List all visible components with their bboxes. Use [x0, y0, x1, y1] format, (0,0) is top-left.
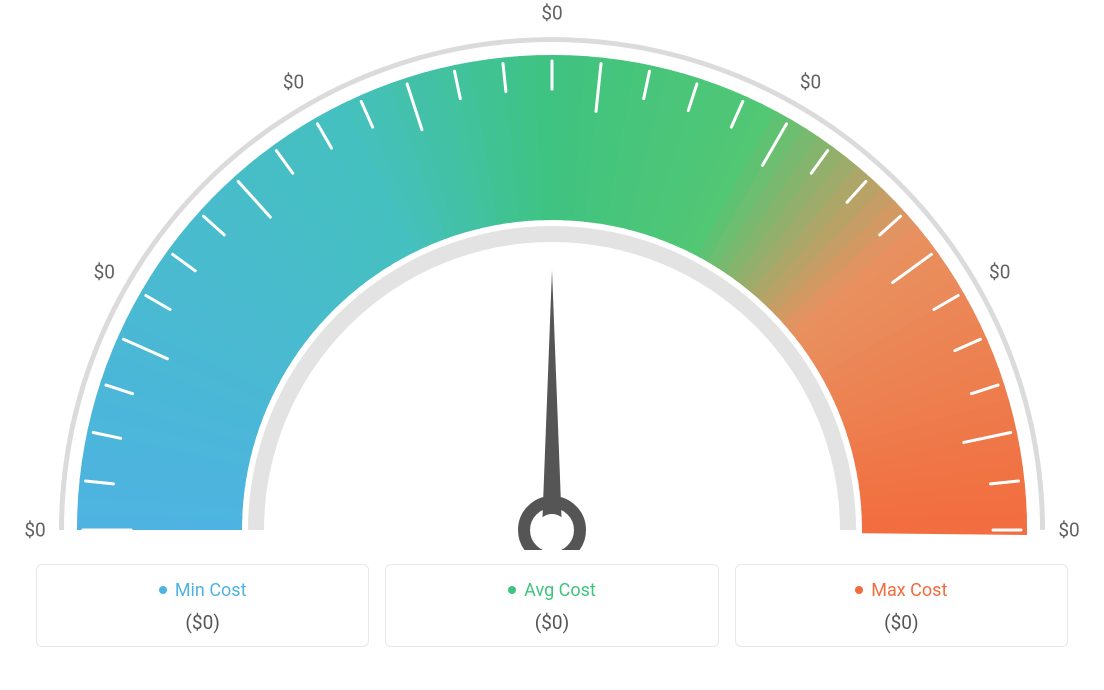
legend-title-min: Min Cost — [159, 580, 247, 601]
gauge-tick-label: $0 — [283, 71, 304, 94]
dot-icon — [855, 586, 863, 594]
legend-row: Min Cost ($0) Avg Cost ($0) Max Cost ($0… — [0, 564, 1104, 647]
legend-value-min: ($0) — [47, 611, 358, 634]
gauge-tick-label: $0 — [1058, 519, 1079, 542]
gauge-tick-label: $0 — [541, 2, 562, 25]
cost-gauge-container: $0 $0 $0 $0 $0 $0 $0 Min Cost ($0) Avg Cost ($… — [0, 0, 1104, 690]
legend-card-min: Min Cost ($0) — [36, 564, 369, 647]
gauge-tick-label: $0 — [800, 71, 821, 94]
gauge-chart: $0$0$0$0$0$0$0 — [22, 10, 1082, 550]
legend-value-avg: ($0) — [396, 611, 707, 634]
legend-label-avg: Avg Cost — [524, 580, 596, 601]
legend-label-min: Min Cost — [175, 580, 247, 601]
gauge-tick-label: $0 — [24, 519, 45, 542]
legend-card-max: Max Cost ($0) — [735, 564, 1068, 647]
gauge-tick-label: $0 — [94, 260, 115, 283]
legend-value-max: ($0) — [746, 611, 1057, 634]
gauge-tick-label: $0 — [989, 260, 1010, 283]
dot-icon — [159, 586, 167, 594]
legend-title-avg: Avg Cost — [508, 580, 596, 601]
legend-title-max: Max Cost — [855, 580, 947, 601]
legend-card-avg: Avg Cost ($0) — [385, 564, 718, 647]
legend-label-max: Max Cost — [871, 580, 947, 601]
dot-icon — [508, 586, 516, 594]
